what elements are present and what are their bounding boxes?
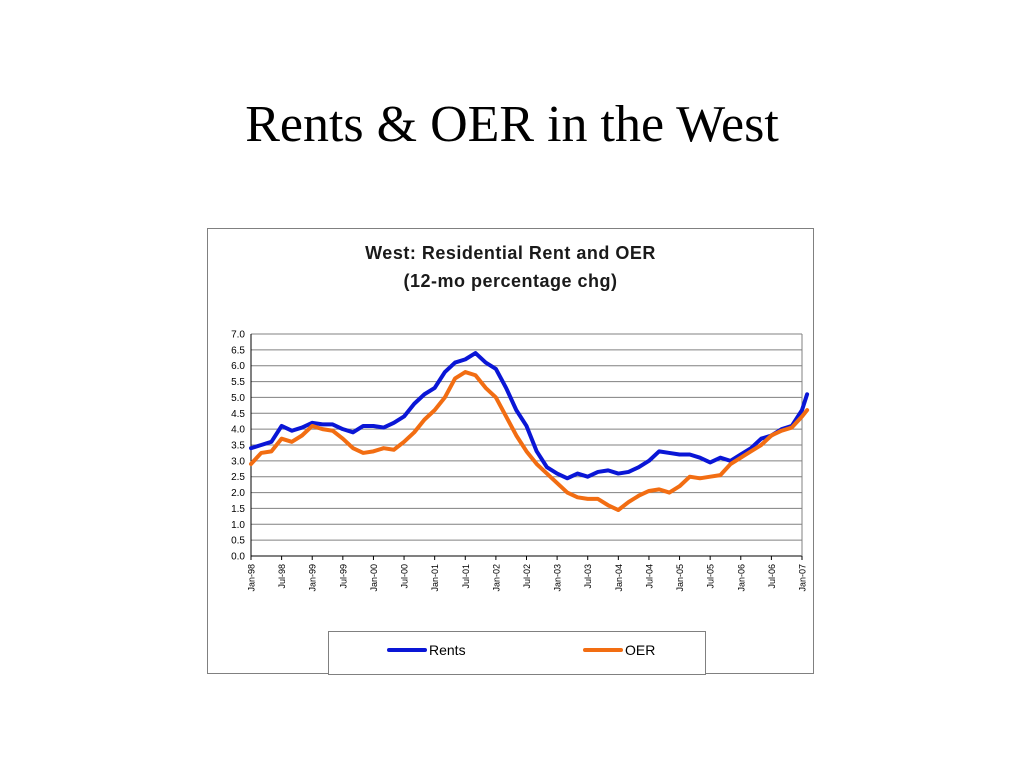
chart-legend: Rents OER [328, 631, 706, 675]
y-tick-label-3: 1.5 [231, 504, 245, 515]
y-tick-label-9: 4.5 [231, 409, 245, 420]
y-tick-label-10: 5.0 [231, 393, 245, 404]
y-tick-label-1: 0.5 [231, 536, 245, 547]
y-tick-label-13: 6.5 [231, 345, 245, 356]
y-tick-label-11: 5.5 [231, 377, 245, 388]
y-tick-label-6: 3.0 [231, 456, 245, 467]
series-line-rents [249, 351, 810, 481]
y-tick-label-12: 6.0 [231, 361, 245, 372]
chart-subtitle: (12-mo percentage chg) [403, 271, 618, 291]
legend-label-oer: OER [625, 642, 656, 658]
legend-swatch-rents [387, 648, 427, 652]
x-tick-label-4: Jan-00 [369, 564, 379, 592]
y-tick-label-4: 2.0 [231, 488, 245, 499]
x-tick-label-11: Jul-03 [583, 564, 593, 589]
y-tick-label-7: 3.5 [231, 441, 245, 452]
x-tick-label-2: Jan-99 [308, 564, 318, 592]
x-tick-label-6: Jan-01 [430, 564, 440, 592]
x-tick-label-16: Jan-06 [736, 564, 746, 592]
x-tick-label-9: Jul-02 [522, 564, 532, 589]
x-tick-label-3: Jul-99 [338, 564, 348, 589]
x-tick-label-8: Jan-02 [491, 564, 501, 592]
legend-swatch-oer [583, 648, 623, 652]
chart-frame: West: Residential Rent and OER (12-mo pe… [207, 228, 814, 675]
chart-title: West: Residential Rent and OER [365, 243, 656, 263]
legend-item-oer: OER [583, 642, 655, 658]
y-tick-label-14: 7.0 [231, 330, 245, 341]
y-tick-label-2: 1.0 [231, 520, 245, 531]
x-tick-label-10: Jan-03 [553, 564, 563, 592]
x-tick-label-17: Jul-06 [767, 564, 777, 589]
slide-title: Rents & OER in the West [245, 96, 779, 153]
x-tick-label-14: Jan-05 [675, 564, 685, 592]
legend-item-rents: Rents [387, 642, 466, 658]
x-tick-label-13: Jul-04 [644, 564, 654, 589]
x-tick-label-5: Jul-00 [400, 564, 410, 589]
line-chart: 0.0 0.5 1.0 1.5 2.0 2.5 3.0 3.5 4.0 4.5 5.0 5.5 6.0 6… [231, 330, 810, 592]
y-tick-label-5: 2.5 [231, 472, 245, 483]
x-tick-label-18: Jan-07 [798, 564, 808, 592]
x-tick-label-12: Jan-04 [614, 564, 624, 592]
x-tick-label-7: Jul-01 [461, 564, 471, 589]
series-line-oer [249, 370, 810, 513]
x-tick-label-15: Jul-05 [706, 564, 716, 589]
legend-label-rents: Rents [429, 642, 466, 658]
y-tick-label-0: 0.0 [231, 552, 245, 563]
y-tick-label-8: 4.0 [231, 425, 245, 436]
x-tick-label-0: Jan-98 [247, 564, 257, 592]
x-tick-label-1: Jul-98 [277, 564, 287, 589]
